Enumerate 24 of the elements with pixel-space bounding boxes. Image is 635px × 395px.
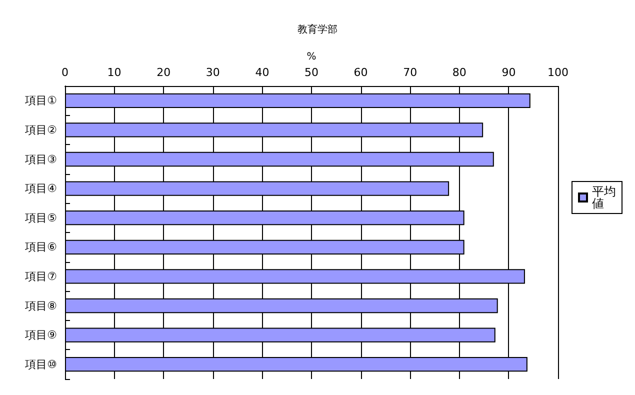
x-axis-title: % xyxy=(306,52,316,63)
x-tick-label: 100 xyxy=(548,66,568,79)
x-tick-label: 0 xyxy=(62,66,68,79)
y-tick-label: 項目⑤ xyxy=(25,211,58,224)
y-tick-label: 項目① xyxy=(25,94,58,108)
y-tick-label: 項目③ xyxy=(25,152,58,166)
x-tick-label: 40 xyxy=(255,66,270,79)
y-tick-label: 項目② xyxy=(25,123,58,136)
y-tick-label: 項目⑨ xyxy=(25,328,58,342)
legend-label: 平均値 xyxy=(592,184,616,210)
x-tick-label: 30 xyxy=(206,66,220,79)
y-tick-label: 項目⑩ xyxy=(25,358,58,371)
y-tick-label: 項目④ xyxy=(25,182,58,196)
x-tick-label: 60 xyxy=(354,66,368,79)
chart-title: 教育学部 xyxy=(298,24,338,36)
y-tick-label: 項目⑧ xyxy=(25,299,58,312)
x-tick-label: 50 xyxy=(304,66,318,79)
x-tick-label: 90 xyxy=(502,66,516,79)
y-tick-label: 項目⑥ xyxy=(25,240,58,254)
x-tick-label: 80 xyxy=(452,66,466,79)
x-tick-label: 70 xyxy=(403,66,418,79)
x-tick-label: 10 xyxy=(107,66,122,79)
y-tick-label: 項目⑦ xyxy=(25,270,58,283)
x-tick-label: 20 xyxy=(156,66,171,79)
